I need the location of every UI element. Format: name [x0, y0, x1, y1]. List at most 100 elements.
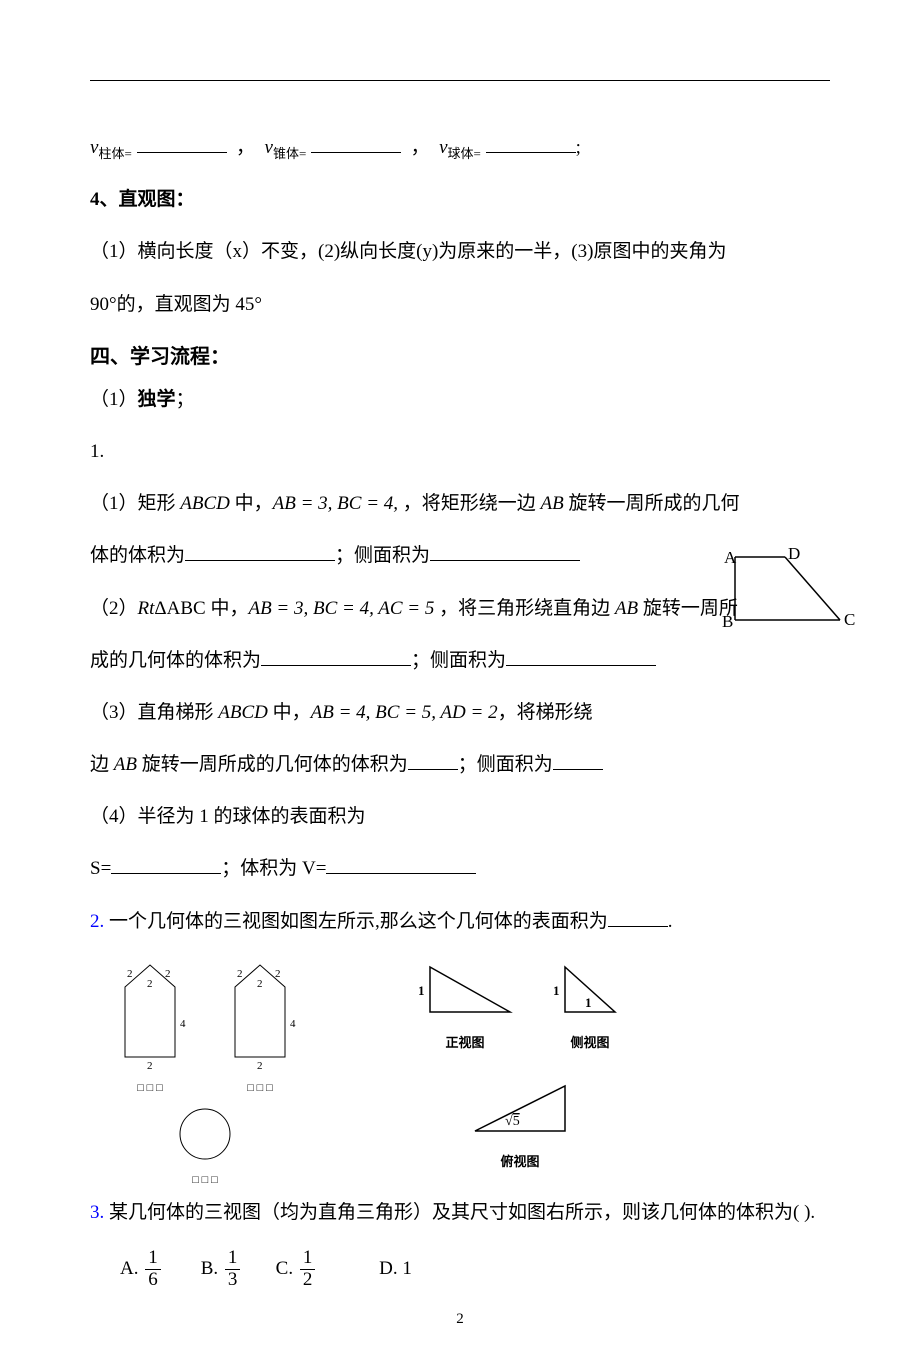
q3-num: 3.: [90, 1202, 104, 1223]
frac-a: 16: [145, 1248, 161, 1291]
trapezoid-figure: A D B C: [710, 545, 860, 640]
q1-4-s: S=: [90, 858, 111, 879]
opt-c-label: C.: [276, 1258, 293, 1279]
dim-2a: 2: [127, 968, 133, 980]
circle-svg: [170, 1104, 240, 1164]
q1-2-ab: AB: [615, 598, 638, 619]
q1-3-mid2: ，将梯形绕: [498, 702, 593, 723]
q1-2-pre: （2）: [90, 598, 138, 619]
v-cone-sub: 锥体=: [273, 146, 306, 161]
q1-1-mid2: ，将矩形绕一边: [398, 493, 541, 514]
page: v柱体= ， v锥体= ， v球体= ; 4、直观图： （1）横向长度（x）不变…: [0, 0, 920, 1368]
opt-b-label: B.: [201, 1258, 218, 1279]
v-prism-sub: 柱体=: [98, 146, 131, 161]
right-top-row: 1 正视图 1 1 侧视图: [410, 957, 630, 1051]
q1-2-l2b: ；侧面积为: [411, 650, 506, 671]
h4-line2: 90°的，直观图为 45°: [90, 288, 830, 322]
q1-3-ab: AB: [114, 754, 137, 775]
q1-1-eq: AB = 3, BC = 4,: [273, 493, 398, 514]
q1-3-l2c: ；侧面积为: [458, 754, 553, 775]
top-rule: [90, 80, 830, 81]
q1-1-l2a: 体的体积为: [90, 545, 185, 566]
q1-2-mid1: 中，: [206, 598, 249, 619]
figures-row: 2 2 2 4 2 □ □ □ 2 2 2 4 2: [110, 957, 830, 1186]
dim-1a: 1: [418, 983, 425, 998]
label-front-left: □ □ □: [137, 1082, 162, 1094]
q1-2-eq: AB = 3, BC = 4, AC = 5: [248, 598, 434, 619]
blank-q1-1a: [185, 541, 335, 561]
q1-2-rt: Rt: [138, 598, 155, 619]
q1-3-eq: AB = 4, BC = 5, AD = 2: [311, 702, 498, 723]
q3-line: 3. 某几何体的三视图（均为直角三角形）及其尺寸如图右所示，则该几何体的体积为(…: [90, 1196, 830, 1230]
circle-top: □ □ □: [170, 1104, 240, 1186]
q1-3-l2b: 旋转一周所成的几何体的体积为: [137, 754, 408, 775]
q1-3-mid1: 中，: [268, 702, 311, 723]
section-4-title: 四、学习流程：: [90, 340, 830, 369]
blank-q1-4b: [326, 854, 476, 874]
blank-q1-2a: [261, 646, 411, 666]
label-top-left: □ □ □: [192, 1174, 217, 1186]
sqrt5: √5: [505, 1114, 520, 1129]
tri-front-svg: 1: [410, 957, 520, 1022]
v-sphere: v: [439, 137, 447, 158]
q1-1-line1: （1）矩形 ABCD 中，AB = 3, BC = 4, ，将矩形绕一边 AB …: [90, 487, 830, 521]
q1-4-v: ；体积为 V=: [221, 858, 326, 879]
q1-1-pre: （1）矩形: [90, 493, 180, 514]
q1-3-pre: （3）直角梯形: [90, 702, 218, 723]
q1-2-line2: 成的几何体的体积为 ；侧面积为: [90, 644, 830, 678]
blank-sphere: [486, 133, 576, 153]
q2-tail: .: [668, 911, 673, 932]
opt-a-label: A.: [120, 1258, 138, 1279]
blank-q1-4a: [111, 854, 221, 874]
left-top-row: 2 2 2 4 2 □ □ □ 2 2 2 4 2: [110, 957, 300, 1094]
q1-3-line1: （3）直角梯形 ABCD 中，AB = 4, BC = 5, AD = 2，将梯…: [90, 696, 830, 730]
dim-2e: 2: [237, 968, 243, 980]
page-number: 2: [90, 1311, 830, 1328]
trap-label-c: C: [844, 610, 855, 629]
tri-top-svg: √5: [460, 1076, 580, 1141]
blank-q1-3b: [553, 750, 603, 770]
dim-2b: 2: [165, 968, 171, 980]
dim-4b: 4: [290, 1018, 296, 1030]
q3-text: 某几何体的三视图（均为直角三角形）及其尺寸如图右所示，则该几何体的体积为( ).: [104, 1202, 815, 1223]
heading-4-title: 直观图：: [119, 189, 195, 210]
blank-q2: [608, 907, 668, 927]
dim-1b: 1: [553, 983, 560, 998]
q1-1-ab: AB: [541, 493, 564, 514]
tri-side: 1 1 侧视图: [550, 957, 630, 1051]
q1-3-line2: 边 AB 旋转一周所成的几何体的体积为 ；侧面积为: [90, 748, 830, 782]
v-cone: v: [265, 137, 273, 158]
dim-1c: 1: [585, 995, 592, 1010]
q1-4-line2: S= ；体积为 V=: [90, 852, 830, 886]
q1-1-mid3: 旋转一周所成的几何: [564, 493, 740, 514]
tri-front: 1 正视图: [410, 957, 520, 1051]
heading-4-num: 4、: [90, 189, 119, 210]
q1-1-l2b: ；侧面积为: [335, 545, 430, 566]
tri-side-svg: 1 1: [550, 957, 630, 1022]
blank-q1-2b: [506, 646, 656, 666]
options-row: A. 16 B. 13 C. 12 D. 1: [90, 1248, 830, 1291]
duxue-line: （1）独学；: [90, 383, 830, 417]
blank-prism: [137, 133, 227, 153]
heading-4: 4、直观图：: [90, 183, 830, 217]
q1-2-l2a: 成的几何体的体积为: [90, 650, 261, 671]
pentagon-front: 2 2 2 4 2 □ □ □: [110, 957, 190, 1094]
opt-d-label: D. 1: [379, 1258, 412, 1279]
pentagon-side-svg: 2 2 2 4 2: [220, 957, 300, 1072]
trap-label-d: D: [788, 545, 800, 563]
right-figure-group: 1 正视图 1 1 侧视图 √5 俯视图: [410, 957, 630, 1170]
label-side-right: 侧视图: [570, 1032, 609, 1051]
dim-2f: 2: [275, 968, 281, 980]
q1-2-mid2: ，将三角形绕直角边: [434, 598, 615, 619]
trapezoid-svg: A D B C: [710, 545, 860, 640]
label-side-left: □ □ □: [247, 1082, 272, 1094]
blank-q1-1b: [430, 541, 580, 561]
q2-text: 一个几何体的三视图如图左所示,那么这个几何体的表面积为: [104, 911, 608, 932]
q1-3-l2a: 边: [90, 754, 114, 775]
q1-2-tri: ΔABC: [154, 598, 205, 619]
frac-b: 13: [225, 1248, 241, 1291]
label-top-right: 俯视图: [500, 1151, 539, 1170]
h4-line1: （1）横向长度（x）不变，(2)纵向长度(y)为原来的一半，(3)原图中的夹角为: [90, 235, 830, 269]
pentagon-side: 2 2 2 4 2 □ □ □: [220, 957, 300, 1094]
blank-cone: [311, 133, 401, 153]
